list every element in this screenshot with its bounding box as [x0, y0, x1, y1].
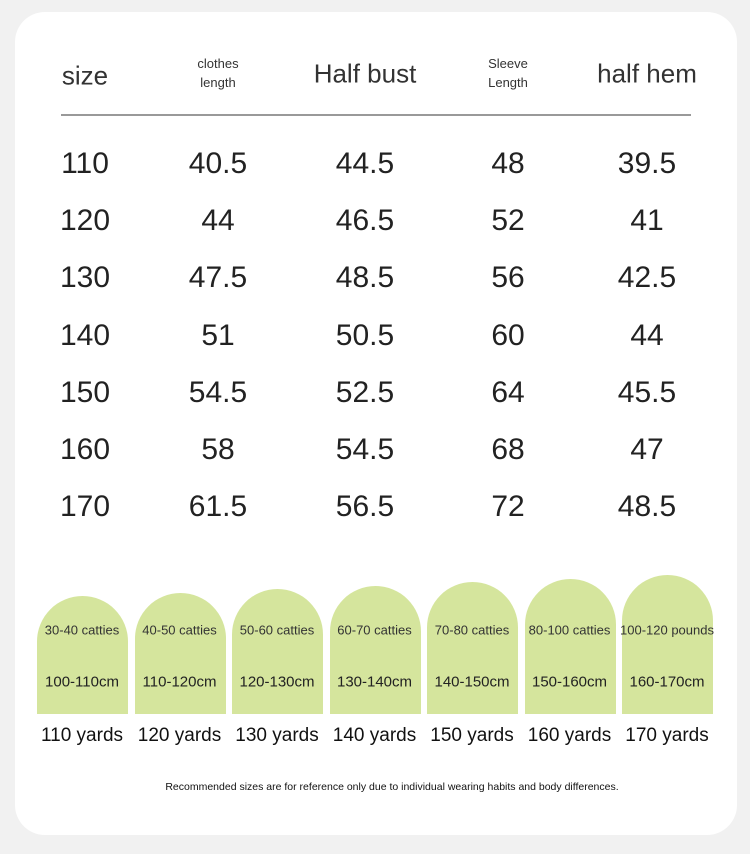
table-cell: 56.5	[335, 490, 395, 524]
table-cell: 56	[491, 261, 525, 295]
card-height: 120-130cm	[239, 673, 315, 691]
table-cell: 45.5	[617, 375, 677, 409]
card-height: 110-120cm	[142, 673, 217, 691]
table-cell: 50.5	[335, 318, 395, 352]
table-cell: 44.5	[335, 147, 395, 180]
size-card	[427, 582, 518, 714]
table-cell: 54.5	[188, 375, 248, 409]
table-cell: 41	[630, 204, 664, 238]
size-card	[232, 589, 323, 714]
table-cell: 46.5	[335, 204, 395, 238]
table-cell: 61.5	[188, 490, 248, 524]
table-cell: 130	[59, 261, 111, 295]
table-cell: 42.5	[617, 261, 677, 295]
card-size: 170 yards	[625, 725, 709, 746]
header-rule	[61, 114, 691, 116]
card-height: 160-170cm	[629, 673, 705, 691]
card-weight: 40-50 catties	[142, 622, 217, 638]
card-weight: 100-120 pounds	[620, 622, 714, 638]
table-cell: 48	[491, 147, 525, 180]
card-size: 140 yards	[332, 725, 417, 746]
card-size: 120 yards	[137, 725, 222, 746]
table-cell: 51	[201, 318, 235, 352]
column-header: size	[61, 60, 109, 91]
table-cell: 52.5	[335, 375, 395, 409]
table-cell: 140	[59, 318, 111, 352]
column-header: half hem	[597, 58, 697, 89]
table-cell: 72	[491, 490, 525, 524]
size-card	[622, 575, 713, 714]
card-height: 100-110cm	[45, 673, 119, 691]
table-cell: 47	[630, 433, 664, 466]
table-cell: 170	[59, 490, 111, 524]
table-cell: 160	[59, 433, 111, 466]
card-height: 130-140cm	[336, 673, 413, 691]
card-weight: 50-60 catties	[239, 622, 315, 638]
card-size: 160 yards	[527, 725, 612, 746]
card-weight: 60-70 catties	[337, 622, 412, 638]
table-cell: 150	[59, 375, 111, 409]
table-cell: 40.5	[188, 147, 248, 180]
card-size: 150 yards	[430, 725, 514, 746]
table-cell: 64	[491, 375, 525, 409]
table-cell: 60	[491, 318, 525, 352]
card-size: 110 yards	[40, 725, 124, 746]
size-card	[134, 592, 226, 714]
column-header: clothes length	[197, 56, 239, 90]
table-cell: 39.5	[617, 147, 677, 180]
card-weight: 30-40 catties	[44, 622, 120, 638]
table-cell: 48.5	[335, 261, 395, 295]
table-cell: 54.5	[335, 433, 395, 466]
card-weight: 70-80 catties	[434, 622, 510, 638]
table-cell: 110	[61, 147, 109, 180]
column-header: Sleeve Length	[488, 56, 528, 90]
table-cell: 48.5	[617, 490, 677, 524]
card-height: 140-150cm	[434, 673, 510, 691]
table-cell: 120	[59, 204, 111, 238]
table-cell: 68	[491, 433, 525, 466]
footnote: Recommended sizes are for reference only…	[165, 781, 619, 793]
size-card	[524, 578, 616, 714]
size-card	[37, 596, 128, 714]
table-cell: 44	[201, 204, 235, 238]
table-cell: 47.5	[188, 261, 248, 295]
size-card	[329, 585, 421, 714]
table-cell: 58	[201, 433, 235, 466]
card-height: 150-160cm	[531, 673, 608, 691]
table-cell: 44	[630, 318, 664, 352]
card-weight: 80-100 catties	[528, 622, 611, 638]
card-size: 130 yards	[235, 725, 319, 746]
table-cell: 52	[491, 204, 525, 238]
column-header: Half bust	[313, 58, 417, 89]
